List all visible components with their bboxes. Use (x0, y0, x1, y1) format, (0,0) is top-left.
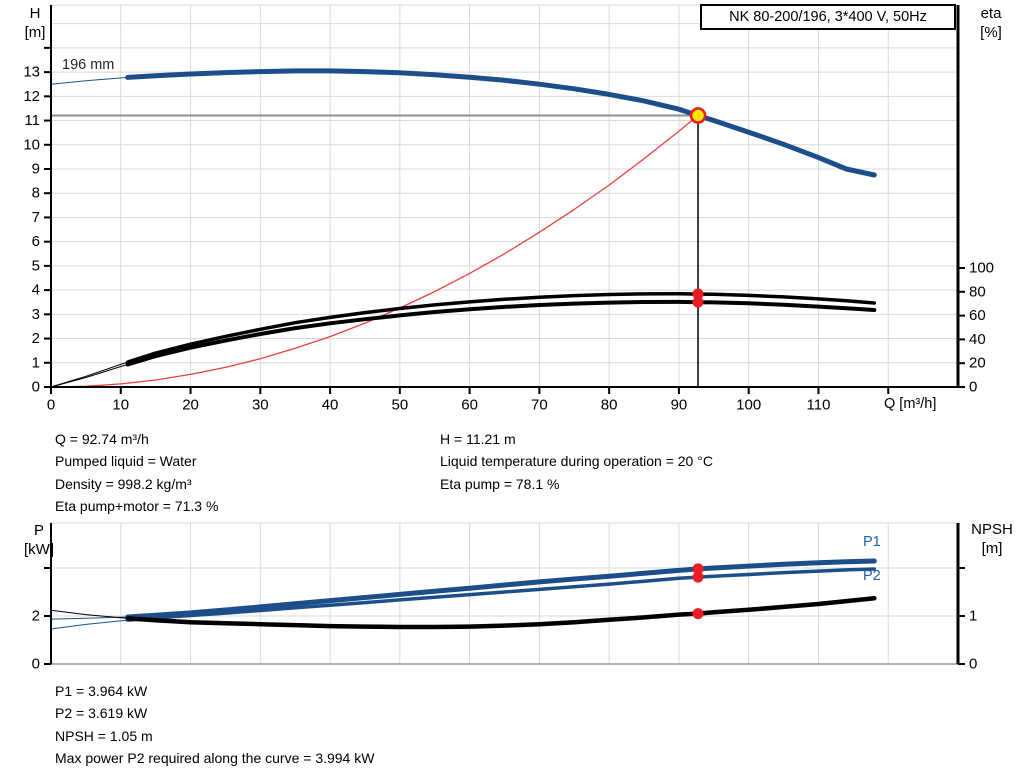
x-tick-label: 80 (601, 397, 618, 414)
pump-title-box: NK 80-200/196, 3*400 V, 50Hz (700, 4, 956, 30)
curve-point-dot (692, 571, 704, 583)
y-left-tick-label: 4 (32, 282, 40, 299)
q-axis-label: Q [m³/h] (884, 396, 937, 412)
curve-eta-pump (125, 292, 877, 364)
y-right-tick-label: 40 (969, 331, 986, 348)
info-line: Eta pump = 78.1 % (440, 475, 560, 492)
npsh-axis-label: NPSH [m] (962, 520, 1022, 558)
x-tick-label: 0 (47, 397, 55, 414)
curve-p1 (125, 558, 877, 620)
x-tick-label: 50 (392, 397, 409, 414)
eta-axis-label-unit: [%] (980, 24, 1002, 41)
curve-npsh (125, 595, 877, 630)
info-line: NPSH = 1.05 m (55, 727, 153, 744)
impeller-diameter-label: 196 mm (62, 57, 115, 73)
eta-axis-label-symbol: eta (980, 5, 1002, 22)
duty-info-right: H = 11.21 m Liquid temperature during ope… (440, 428, 713, 495)
x-tick-label: 100 (736, 397, 761, 414)
y-left-tick-label: 13 (23, 64, 40, 81)
info-line: Max power P2 required along the curve = … (55, 749, 375, 766)
y-left-tick-label: 10 (23, 136, 40, 153)
curve-point-dot (692, 608, 704, 620)
y-left-tick-label: 2 (32, 330, 40, 347)
info-line: Density = 998.2 kg/m³ (55, 475, 192, 492)
curve-p2-thin (50, 619, 129, 630)
curve-eta-pump-thin (50, 361, 129, 388)
y-right-tick-label: 100 (969, 259, 994, 276)
info-line: Eta pump+motor = 71.3 % (55, 497, 219, 514)
curve-196-mm-thin (50, 76, 129, 85)
h-axis-label: H [m] (10, 4, 60, 42)
p-axis-label-unit: [kW] (24, 541, 54, 558)
h-axis-label-unit: [m] (24, 24, 46, 41)
curve-eta-pump-motor (125, 299, 877, 367)
y-left-tick-label: 0 (32, 379, 40, 396)
curve-npsh-thin (50, 609, 129, 619)
curve-point-dot (692, 288, 704, 300)
x-tick-label: 20 (182, 397, 199, 414)
p2-curve-label: P2 (863, 568, 881, 584)
info-line: H = 11.21 m (440, 431, 516, 447)
curve-p2 (125, 567, 877, 622)
duty-info-left: Q = 92.74 m³/h Pumped liquid = Water Densi… (55, 428, 218, 517)
h-axis-label-symbol: H (29, 5, 41, 22)
y-left-tick-label: 11 (24, 112, 40, 129)
eta-axis-label: eta [%] (966, 4, 1016, 42)
y-left-tick-label: 6 (32, 233, 40, 250)
y-right-tick-label: 0 (969, 656, 977, 673)
y-right-tick-label: 0 (969, 379, 977, 396)
npsh-axis-label-symbol: NPSH (971, 521, 1013, 538)
y-left-tick-label: 1 (32, 354, 40, 371)
power-npsh-info: P1 = 3.964 kW P2 = 3.619 kW NPSH = 1.05 m M… (55, 680, 374, 769)
x-tick-label: 60 (461, 397, 478, 414)
y-left-tick-label: 8 (32, 185, 40, 202)
y-left-tick-label: 12 (23, 88, 40, 105)
x-tick-label: 110 (807, 397, 831, 414)
p1-curve-label: P1 (863, 534, 881, 550)
y-left-tick-label: 0 (32, 656, 40, 673)
p-axis-label-symbol: P (33, 522, 44, 539)
info-line: P1 = 3.964 kW (55, 683, 148, 699)
y-left-tick-label: 9 (32, 160, 40, 177)
curve-system-curve (50, 114, 699, 388)
p-axis-label: P [kW] (14, 521, 64, 559)
y-right-tick-label: 20 (969, 355, 986, 372)
x-tick-label: 90 (671, 397, 688, 414)
x-tick-label: 40 (322, 397, 339, 414)
y-left-tick-label: 3 (32, 306, 40, 323)
x-tick-label: 70 (531, 397, 548, 414)
info-line: P2 = 3.619 kW (55, 705, 148, 722)
info-line: Pumped liquid = Water (55, 453, 197, 470)
info-line: Q = 92.74 m³/h (55, 431, 149, 447)
curve-eta-pump-motor-thin (50, 363, 129, 388)
npsh-axis-label-unit: [m] (981, 540, 1003, 557)
info-line: Liquid temperature during operation = 20… (440, 453, 713, 470)
duty-point-marker[interactable] (689, 107, 707, 124)
curve-point-dot (692, 563, 704, 575)
y-left-tick-label: 2 (32, 608, 40, 625)
x-tick-label: 30 (252, 397, 269, 414)
curve-point-dot (692, 296, 704, 308)
y-left-tick-label: 7 (32, 209, 40, 226)
x-tick-label: 10 (112, 397, 129, 414)
y-right-tick-label: 80 (969, 283, 986, 300)
y-right-tick-label: 1 (969, 608, 977, 625)
y-right-tick-label: 60 (969, 307, 986, 324)
y-left-tick-label: 5 (32, 257, 40, 274)
curve-196-mm (125, 68, 877, 178)
